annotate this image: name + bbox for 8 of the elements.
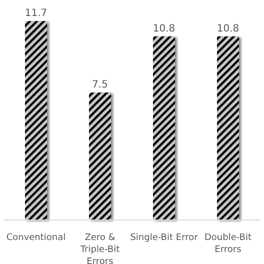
data-label: 11.7 bbox=[24, 8, 48, 20]
x-tick-label: Conventional bbox=[6, 233, 66, 243]
x-tick-label: Single-Bit Error bbox=[130, 233, 198, 243]
data-label: 10.8 bbox=[152, 23, 176, 34]
data-label: 10.8 bbox=[216, 23, 240, 34]
x-tick-label: Zero & Triple-Bit Errors bbox=[79, 233, 120, 264]
data-label: 7.5 bbox=[92, 80, 108, 90]
x-tick-label: Double-Bit Errors bbox=[204, 233, 252, 255]
